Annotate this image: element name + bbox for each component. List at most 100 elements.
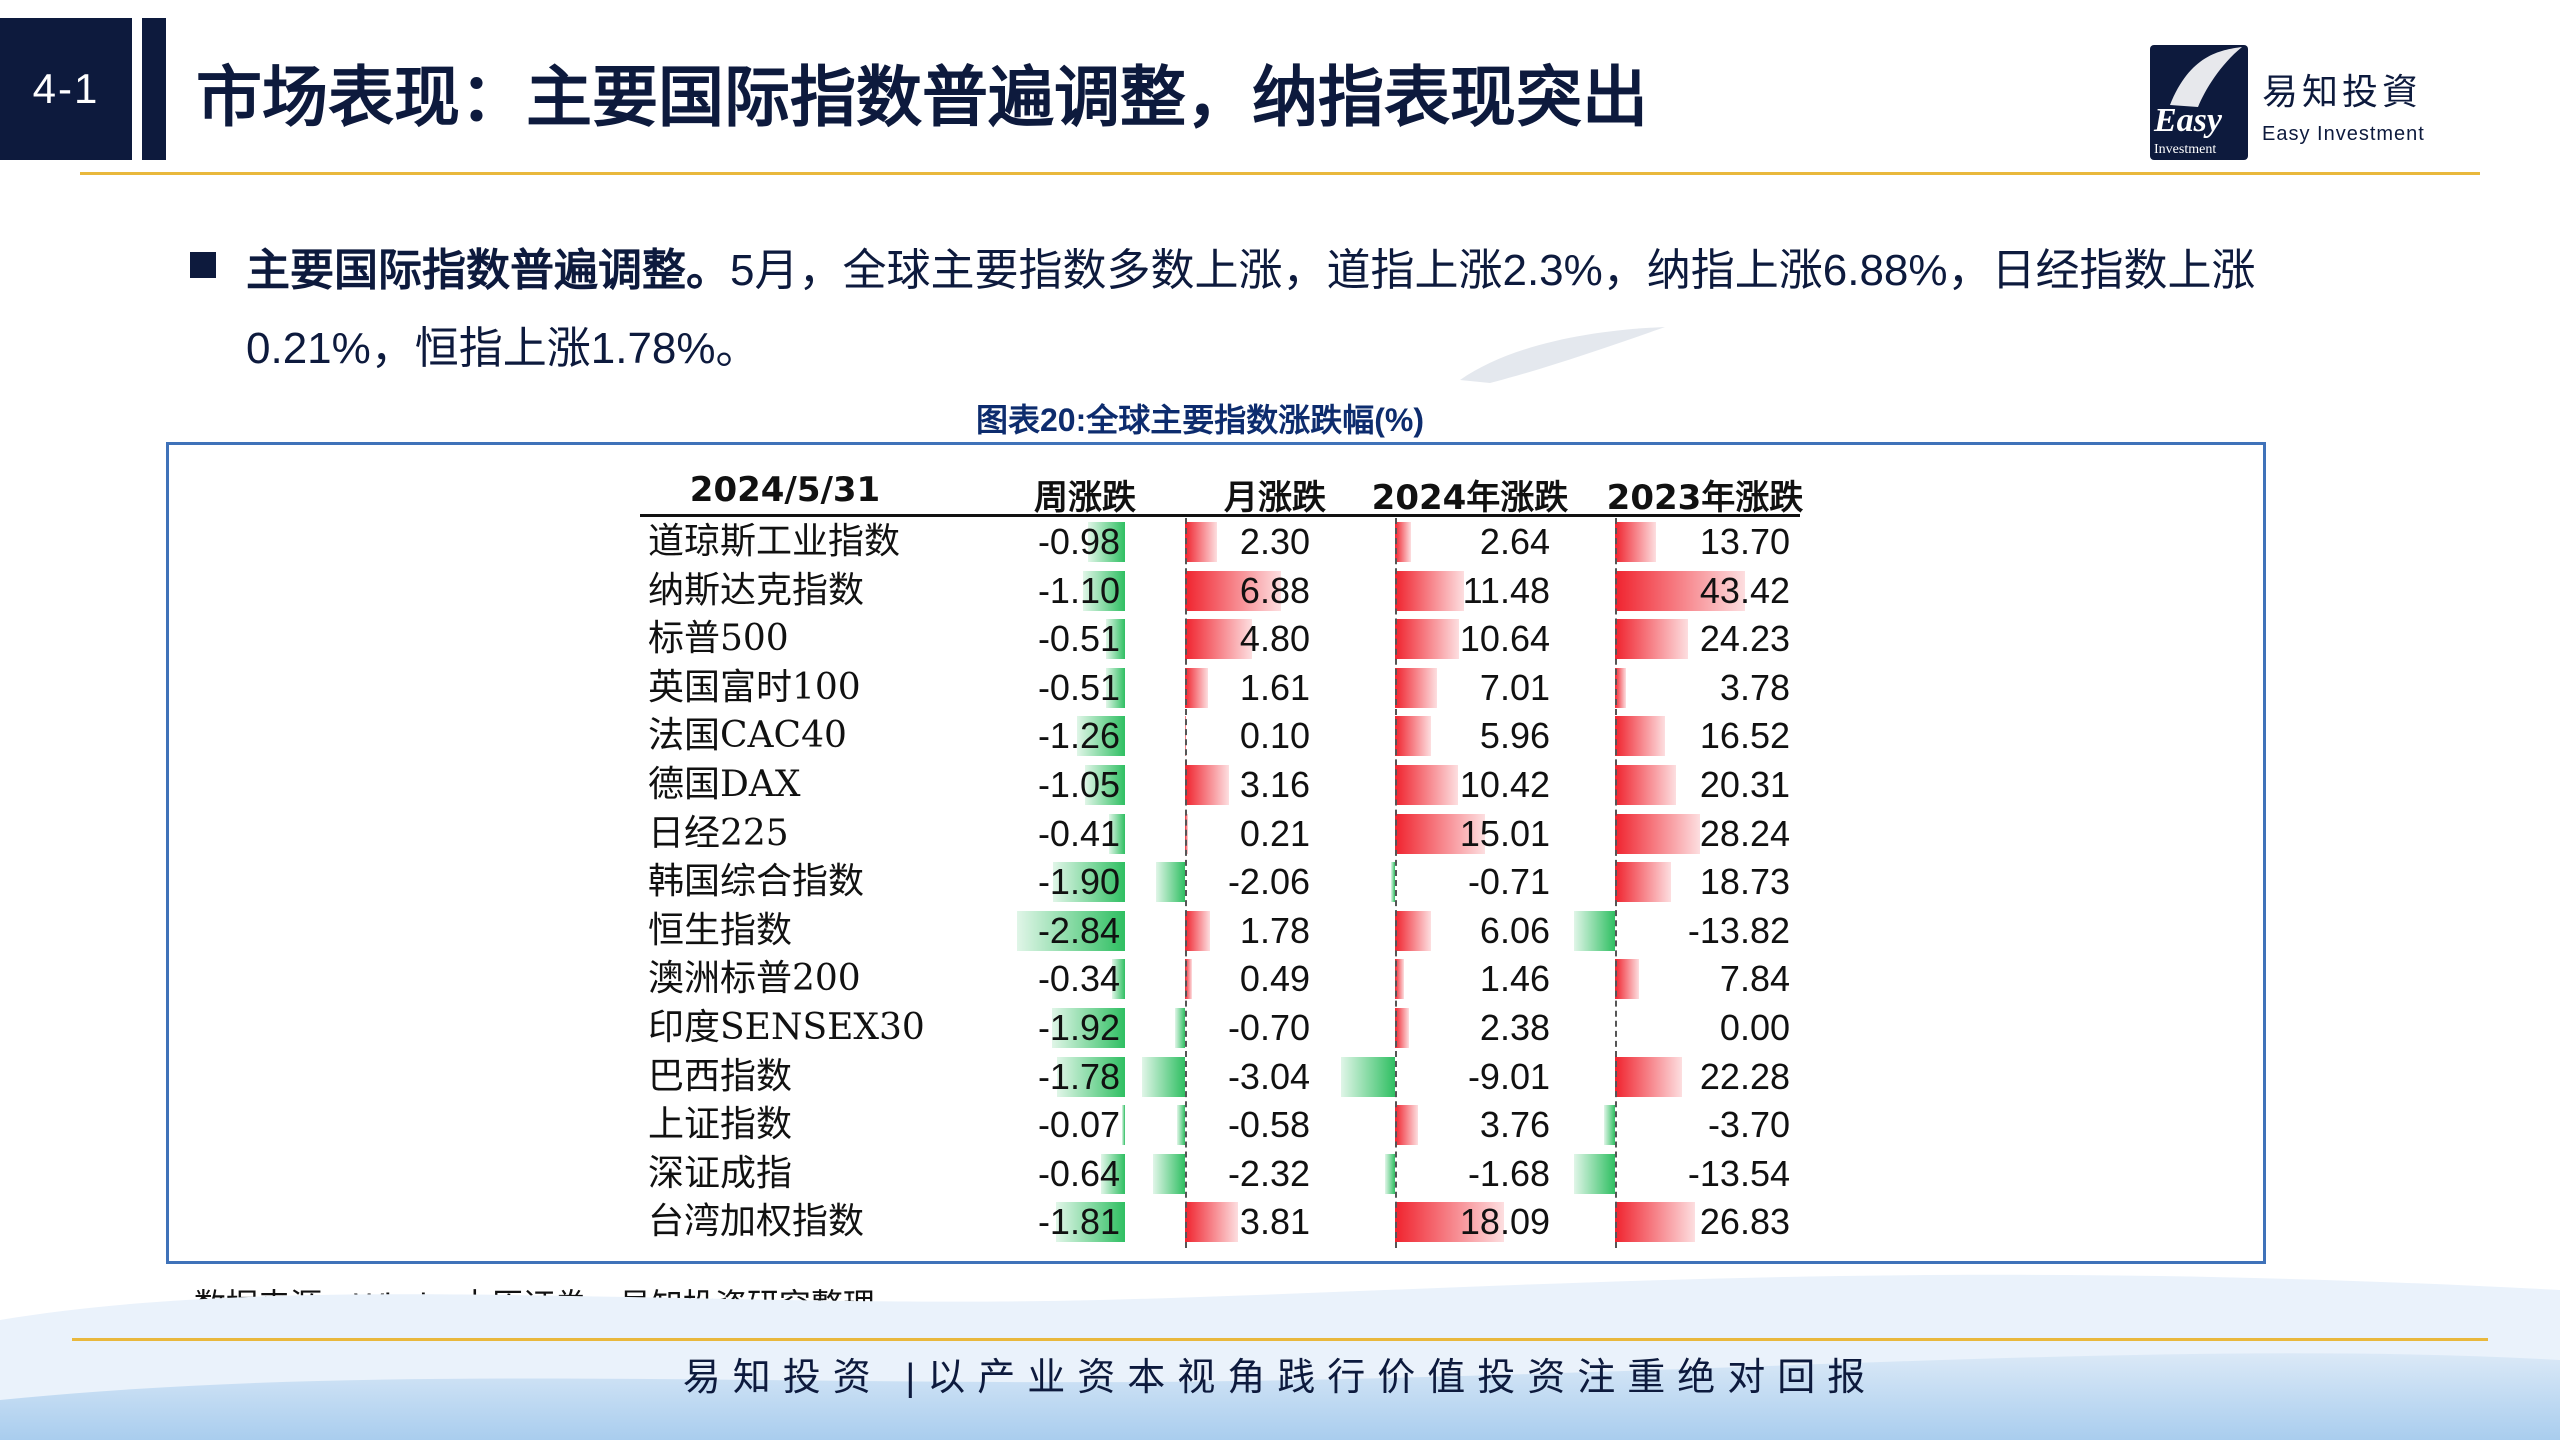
index-name: 深证成指: [648, 1152, 793, 1194]
month-bar: [1185, 667, 1208, 708]
week-value: -1.26: [1037, 715, 1120, 757]
table-row: 道琼斯工业指数 -0.98 2.30 2.64 13.70: [640, 518, 1800, 567]
y2023-bar: [1574, 1153, 1615, 1194]
y2023-value: -13.82: [1687, 909, 1790, 951]
ytd2024-value: -9.01: [1467, 1055, 1550, 1097]
month-bar: [1185, 570, 1282, 611]
y2023-value: 13.70: [1699, 521, 1790, 562]
y2023-value: 20.31: [1699, 764, 1790, 805]
week-value: -1.05: [1037, 764, 1120, 805]
index-name: 印度SENSEX30: [648, 1007, 925, 1048]
ytd2024-bar: [1395, 570, 1464, 611]
month-value: 0.10: [1239, 715, 1310, 757]
bullet-square-icon: [190, 252, 216, 278]
table-row: 恒生指数 -2.84 1.78 6.06 -13.82: [640, 907, 1800, 956]
month-bar: [1156, 862, 1185, 903]
y2023-value: 28.24: [1699, 812, 1790, 854]
page-title: 市场表现：主要国际指数普遍调整，纳指表现突出: [196, 60, 1648, 134]
month-bar: [1176, 1105, 1185, 1146]
y2023-value: 3.78: [1719, 666, 1790, 708]
index-name: 道琼斯工业指数: [648, 521, 901, 562]
week-bar: [1122, 1105, 1125, 1146]
week-bar: [1052, 862, 1125, 903]
y2023-bar: [1615, 1202, 1696, 1243]
month-value: -3.04: [1227, 1055, 1310, 1097]
table-row: 德国DAX -1.05 3.16 10.42 20.31: [640, 761, 1800, 810]
week-bar: [1109, 813, 1125, 854]
chart-title: 图表20:全球主要指数涨跌幅(%): [975, 402, 1425, 438]
table-row: 印度SENSEX30 -1.92 -0.70 2.38 0.00: [640, 1004, 1800, 1053]
y2023-value: 7.84: [1719, 958, 1790, 1000]
y2023-value: 0.00: [1719, 1007, 1790, 1048]
ytd2024-value: 11.48: [1462, 569, 1550, 611]
week-bar: [1057, 1056, 1125, 1097]
month-value: 1.78: [1239, 909, 1310, 951]
y2023-value: 26.83: [1699, 1201, 1790, 1243]
col-header-date: 2024/5/31: [689, 470, 881, 510]
index-name: 法国CAC40: [648, 715, 847, 757]
col-header-week: 周涨跌: [1034, 478, 1136, 518]
week-value: -1.92: [1037, 1007, 1120, 1048]
bullet-bold-lead: 主要国际指数普遍调整。: [246, 246, 730, 295]
ytd2024-bar: [1384, 1153, 1395, 1194]
ytd2024-value: 15.01: [1459, 812, 1550, 854]
index-name: 纳斯达克指数: [648, 569, 865, 611]
y2023-value: 18.73: [1699, 861, 1790, 903]
week-bar: [1052, 1008, 1125, 1048]
ytd2024-bar: [1395, 716, 1431, 757]
table-row: 英国富时100 -0.51 1.61 7.01 3.78: [640, 664, 1800, 713]
footer-divider: [72, 1338, 2488, 1341]
ytd2024-value: -0.71: [1467, 861, 1550, 903]
index-name: 英国富时100: [648, 666, 861, 708]
week-value: -2.84: [1037, 909, 1120, 951]
y2023-bar: [1603, 1105, 1615, 1146]
y2023-bar: [1573, 910, 1615, 951]
bullet-body: 5月，全球主要指数多数上涨，道指上涨2.3%，纳指上涨6.88%，日经指数上涨0…: [246, 246, 2256, 373]
month-value: 3.16: [1239, 764, 1310, 805]
ytd2024-bar: [1390, 862, 1395, 903]
week-value: -1.78: [1037, 1055, 1120, 1097]
y2023-bar: [1615, 959, 1639, 1000]
company-logo: Easy Investment 易知投資 Easy Investment: [2150, 45, 2430, 160]
zero-axis-line: [1185, 518, 1187, 1248]
table-row: 巴西指数 -1.78 -3.04 -9.01 22.28: [640, 1053, 1800, 1102]
month-bar: [1185, 910, 1210, 951]
ytd2024-value: 2.38: [1479, 1007, 1550, 1048]
month-value: 1.61: [1239, 666, 1310, 708]
index-name: 恒生指数: [648, 909, 793, 951]
week-bar: [1105, 667, 1125, 708]
y2023-bar: [1615, 1056, 1682, 1097]
ytd2024-bar: [1395, 619, 1459, 660]
y2023-bar: [1615, 522, 1657, 562]
month-bar: [1185, 959, 1192, 1000]
ytd2024-bar: [1395, 765, 1458, 805]
ytd2024-value: 10.42: [1459, 764, 1550, 805]
month-value: -0.58: [1227, 1104, 1310, 1146]
logo-name-cn: 易知投資: [2262, 72, 2423, 113]
col-header-2023: 2023年涨跌: [1606, 478, 1804, 518]
y2023-value: -13.54: [1687, 1152, 1790, 1194]
ytd2024-value: 5.96: [1479, 715, 1550, 757]
month-value: -2.06: [1227, 861, 1310, 903]
month-bar: [1142, 1056, 1185, 1097]
week-value: -0.51: [1037, 666, 1120, 708]
logo-mark-text: Easy: [2154, 102, 2222, 139]
ytd2024-bar: [1395, 1008, 1410, 1048]
month-value: 0.21: [1239, 812, 1310, 854]
ytd2024-bar: [1395, 813, 1486, 854]
week-value: -0.64: [1037, 1152, 1120, 1194]
week-bar: [1083, 570, 1125, 611]
header-rule: [640, 514, 1800, 517]
week-bar: [1017, 910, 1125, 951]
month-bar: [1185, 1202, 1239, 1243]
index-name: 澳洲标普200: [648, 958, 861, 1000]
logo-mark-subtext: Investment: [2154, 142, 2217, 157]
ytd2024-bar: [1340, 1056, 1395, 1097]
week-bar: [1056, 1202, 1125, 1243]
y2023-bar: [1615, 862, 1672, 903]
index-name: 台湾加权指数: [648, 1201, 865, 1243]
y2023-value: 16.52: [1699, 715, 1790, 757]
decorative-swoosh: [1460, 327, 1665, 383]
week-bar: [1105, 619, 1125, 660]
y2023-value: 24.23: [1699, 618, 1790, 660]
